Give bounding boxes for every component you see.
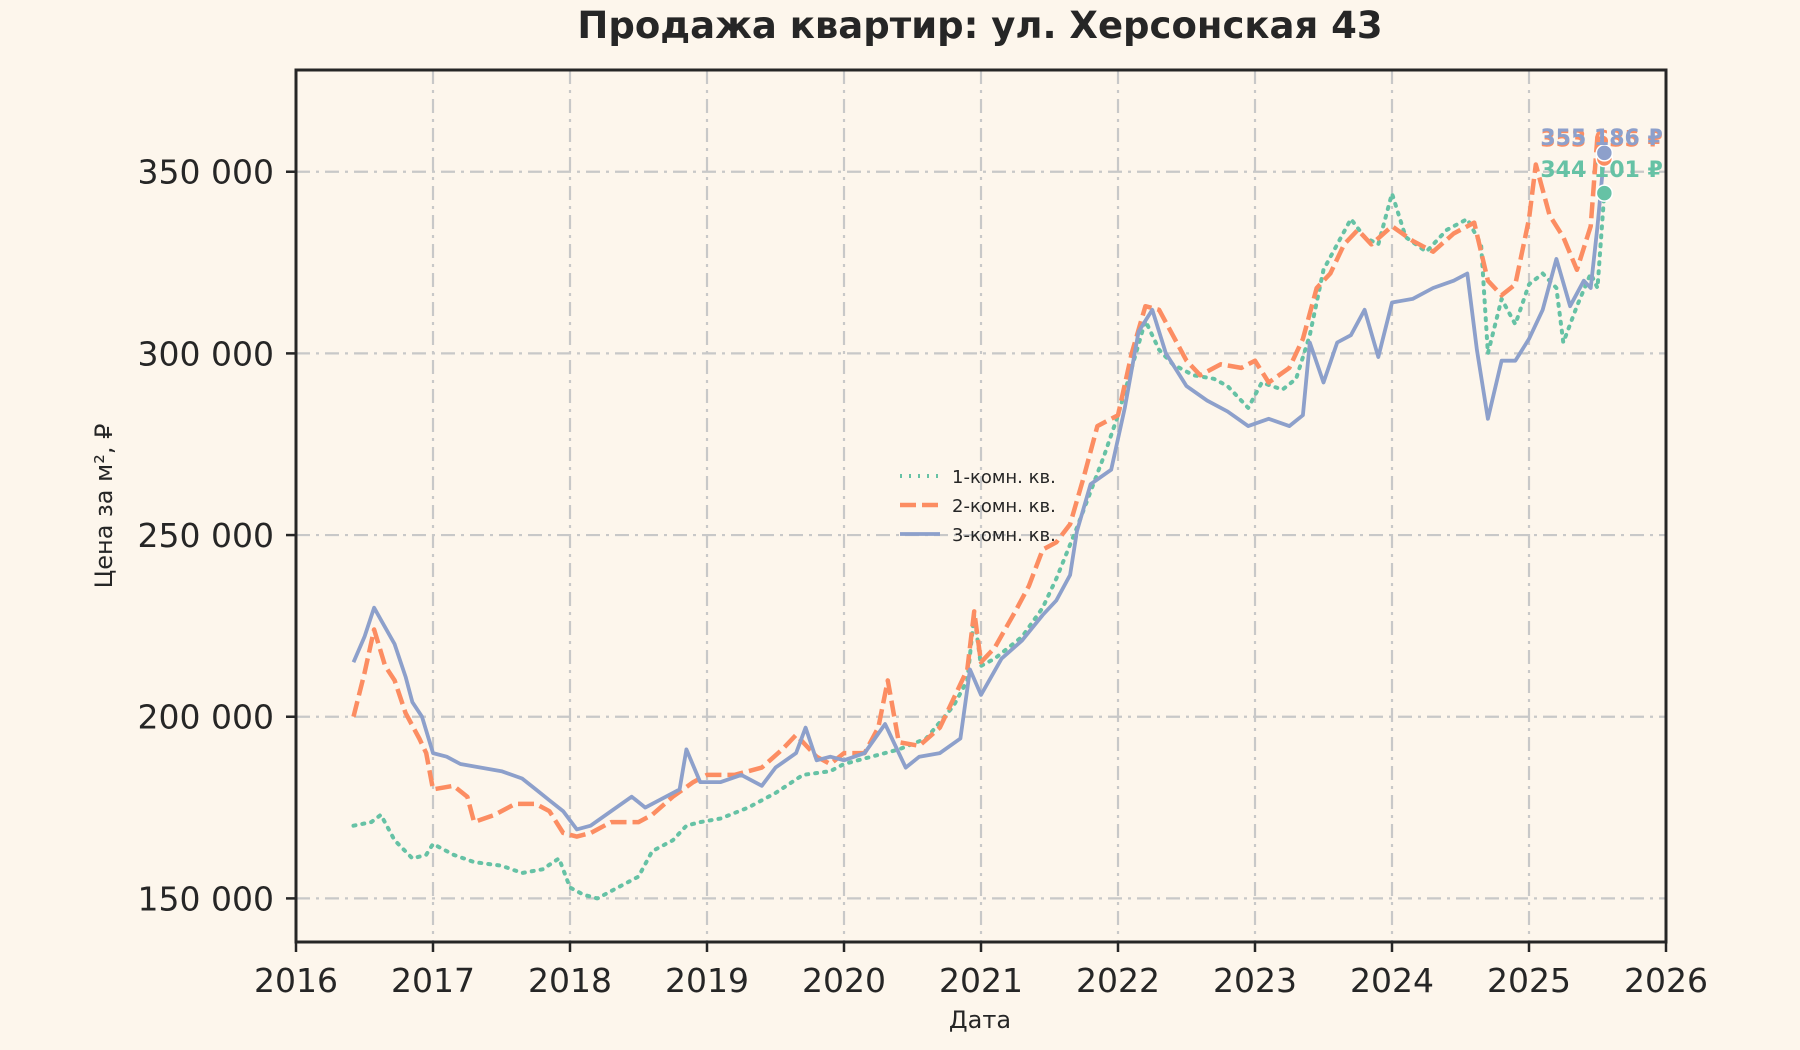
x-axis-label: Дата <box>949 1006 1011 1034</box>
series-line-3 <box>351 152 1607 832</box>
x-tick-label: 2026 <box>1624 961 1708 1000</box>
series-line-2 <box>351 133 1607 839</box>
x-tick-label: 2020 <box>802 961 886 1000</box>
x-tick-label: 2021 <box>939 961 1023 1000</box>
y-tick-label: 300 000 <box>138 334 274 373</box>
series-line-1 <box>351 191 1607 901</box>
end-value-label-3: 355 186 ₽ <box>1540 126 1662 151</box>
x-tick-label: 2022 <box>1076 961 1160 1000</box>
x-tick-label: 2024 <box>1350 961 1434 1000</box>
series-layer <box>351 133 1607 901</box>
y-tick-label: 350 000 <box>138 153 274 192</box>
x-axis: 2016 2017 2018 2019 2020 2021 2022 2023 2024 2025… <box>254 942 1708 1000</box>
end-markers: 344 101 ₽353 635 ₽355 186 ₽ <box>1540 126 1663 202</box>
y-tick-label: 150 000 <box>138 879 274 918</box>
y-axis-label: Цена за м², ₽ <box>90 424 118 589</box>
chart-title: Продажа квартир: ул. Херсонская 43 <box>577 4 1382 47</box>
x-tick-label: 2019 <box>665 961 749 1000</box>
legend-label-2: 2-комн. кв. <box>952 496 1056 517</box>
legend-label-3: 3-комн. кв. <box>952 525 1056 546</box>
end-point-3 <box>1595 144 1614 162</box>
end-point-1 <box>1595 184 1614 202</box>
y-axis: 150 000 200 000 250 000 300 000 350 000 <box>138 153 296 918</box>
x-tick-label: 2023 <box>1213 961 1297 1000</box>
x-tick-label: 2016 <box>254 961 338 1000</box>
y-tick-label: 200 000 <box>138 698 274 737</box>
y-tick-label: 250 000 <box>138 516 274 555</box>
x-tick-label: 2018 <box>528 961 612 1000</box>
x-tick-label: 2017 <box>391 961 475 1000</box>
x-tick-label: 2025 <box>1487 961 1571 1000</box>
legend: 1-комн. кв. 2-комн. кв. 3-комн. кв. <box>900 467 1056 546</box>
legend-label-1: 1-комн. кв. <box>952 467 1056 488</box>
